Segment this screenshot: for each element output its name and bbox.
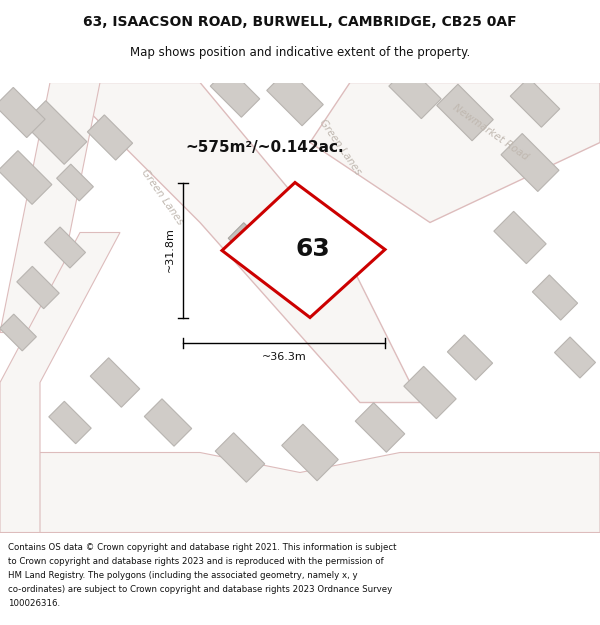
Text: ~575m²/~0.142ac.: ~575m²/~0.142ac. bbox=[185, 140, 344, 155]
Polygon shape bbox=[355, 402, 405, 452]
Polygon shape bbox=[448, 335, 493, 380]
Text: Green Lanes: Green Lanes bbox=[139, 168, 185, 227]
Text: Map shows position and indicative extent of the property.: Map shows position and indicative extent… bbox=[130, 46, 470, 59]
Text: ~31.8m: ~31.8m bbox=[165, 228, 175, 272]
Polygon shape bbox=[44, 227, 86, 268]
Polygon shape bbox=[554, 337, 596, 378]
Polygon shape bbox=[267, 69, 323, 126]
Polygon shape bbox=[145, 399, 191, 446]
Polygon shape bbox=[532, 275, 578, 320]
Text: 63: 63 bbox=[296, 238, 331, 261]
Text: HM Land Registry. The polygons (including the associated geometry, namely x, y: HM Land Registry. The polygons (includin… bbox=[8, 571, 358, 580]
Polygon shape bbox=[0, 314, 37, 351]
Text: 100026316.: 100026316. bbox=[8, 599, 60, 608]
Polygon shape bbox=[0, 151, 52, 204]
Polygon shape bbox=[56, 164, 94, 201]
Text: 63, ISAACSON ROAD, BURWELL, CAMBRIDGE, CB25 0AF: 63, ISAACSON ROAD, BURWELL, CAMBRIDGE, C… bbox=[83, 15, 517, 29]
Polygon shape bbox=[501, 134, 559, 191]
Polygon shape bbox=[510, 78, 560, 128]
Polygon shape bbox=[88, 115, 133, 160]
Polygon shape bbox=[389, 66, 441, 119]
Polygon shape bbox=[310, 82, 600, 222]
Text: Contains OS data © Crown copyright and database right 2021. This information is : Contains OS data © Crown copyright and d… bbox=[8, 542, 397, 551]
Polygon shape bbox=[60, 82, 420, 402]
Polygon shape bbox=[252, 248, 284, 281]
Text: Green Lanes: Green Lanes bbox=[317, 118, 363, 177]
Polygon shape bbox=[437, 84, 493, 141]
Text: ~36.3m: ~36.3m bbox=[262, 351, 307, 361]
Polygon shape bbox=[210, 68, 260, 118]
Polygon shape bbox=[222, 182, 385, 318]
Polygon shape bbox=[228, 222, 268, 262]
Polygon shape bbox=[49, 401, 91, 444]
Polygon shape bbox=[494, 211, 546, 264]
Polygon shape bbox=[0, 88, 45, 138]
Polygon shape bbox=[404, 366, 456, 419]
Text: co-ordinates) are subject to Crown copyright and database rights 2023 Ordnance S: co-ordinates) are subject to Crown copyr… bbox=[8, 585, 392, 594]
Polygon shape bbox=[0, 452, 600, 532]
Polygon shape bbox=[215, 432, 265, 482]
Polygon shape bbox=[23, 101, 87, 164]
Text: Newmarket Road: Newmarket Road bbox=[451, 102, 530, 162]
Polygon shape bbox=[282, 424, 338, 481]
Polygon shape bbox=[17, 266, 59, 309]
Text: to Crown copyright and database rights 2023 and is reproduced with the permissio: to Crown copyright and database rights 2… bbox=[8, 557, 383, 566]
Polygon shape bbox=[0, 82, 100, 332]
Polygon shape bbox=[0, 232, 120, 532]
Polygon shape bbox=[90, 357, 140, 408]
